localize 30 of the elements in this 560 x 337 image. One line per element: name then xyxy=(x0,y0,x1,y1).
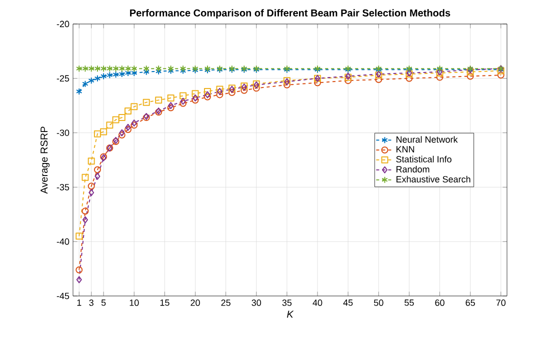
x-axis-title: K xyxy=(286,310,294,318)
x-tick-label: 55 xyxy=(404,300,414,306)
x-tick-label: 3 xyxy=(89,300,94,306)
legend-label: Statistical Info xyxy=(396,156,452,162)
x-tick-label: 45 xyxy=(343,300,353,306)
chart-title: Performance Comparison of Different Beam Pair Selection Methods xyxy=(130,9,450,18)
legend-label: Exhaustive Search xyxy=(396,176,470,182)
x-tick-label: 65 xyxy=(466,300,475,306)
y-tick-label: -20 xyxy=(56,20,70,28)
y-tick-label: -30 xyxy=(56,130,70,136)
legend-label: Random xyxy=(396,166,430,172)
x-tick-label: 40 xyxy=(312,300,322,306)
x-tick-label: 15 xyxy=(160,300,170,306)
x-tick-label: 35 xyxy=(282,300,292,306)
x-tick-label: 1 xyxy=(77,300,82,306)
legend-label: Neural Network xyxy=(396,136,458,143)
y-tick-label: -40 xyxy=(56,238,70,245)
x-tick-label: 10 xyxy=(130,300,139,306)
y-tick-label: -45 xyxy=(56,292,70,300)
y-axis-title: Average RSRP xyxy=(40,126,50,194)
x-tick-label: 30 xyxy=(252,300,262,306)
x-tick-label: 25 xyxy=(221,300,230,306)
x-tick-label: 70 xyxy=(496,300,506,306)
y-tick-label: -25 xyxy=(56,75,70,82)
y-tick-label: -35 xyxy=(56,184,70,190)
x-tick-label: 20 xyxy=(190,300,200,306)
x-tick-label: 5 xyxy=(101,300,106,306)
x-tick-label: 60 xyxy=(435,300,444,306)
x-tick-label: 50 xyxy=(374,300,384,306)
legend-label: KNN xyxy=(396,146,414,152)
